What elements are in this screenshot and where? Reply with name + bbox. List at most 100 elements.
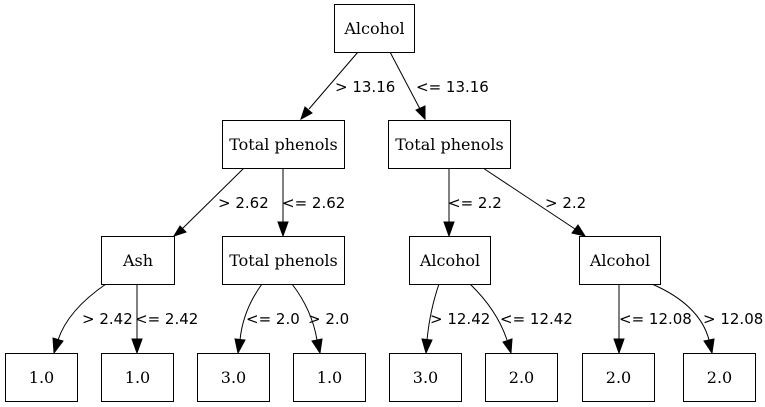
node-box — [388, 120, 511, 169]
node-label: 2.0 — [606, 368, 631, 387]
edge-condition-label: > 13.16 — [335, 78, 395, 96]
node-box — [579, 236, 661, 285]
node-box — [222, 120, 345, 169]
tree-edge: <= 12.42 — [469, 283, 573, 355]
node-box — [409, 236, 491, 285]
leaf-node: 1.0 — [101, 353, 174, 402]
tree-edge: > 2.0 — [291, 283, 349, 355]
node-box — [334, 4, 415, 53]
edge-condition-label: > 12.42 — [430, 310, 490, 328]
arrowhead-icon — [443, 221, 455, 238]
tree-edge: <= 12.08 — [613, 284, 692, 355]
node-label: 1.0 — [317, 368, 342, 387]
node-box — [101, 353, 174, 402]
edge-condition-label: <= 2.0 — [246, 310, 300, 328]
node-label: 2.0 — [509, 368, 534, 387]
edges-layer: > 13.16 <= 13.16 > 2.62 <= 2.62 <= 2.2 > 2.2 >… — [52, 51, 763, 355]
tree-edge: <= 2.0 — [234, 283, 300, 355]
leaf-node: 3.0 — [197, 353, 270, 402]
edge-condition-label: <= 2.62 — [282, 194, 345, 212]
node-label: 3.0 — [221, 368, 246, 387]
edge-condition-label: <= 2.2 — [448, 194, 502, 212]
edge-line — [469, 283, 508, 341]
tree-edge: <= 2.42 — [131, 284, 198, 355]
tree-edge: <= 2.62 — [277, 168, 345, 238]
node-box — [389, 353, 462, 402]
edge-line — [181, 167, 245, 230]
arrowhead-icon — [52, 337, 64, 355]
node-label: Alcohol — [419, 251, 480, 270]
split-node: Ash — [101, 236, 175, 285]
split-node: Alcohol — [334, 4, 415, 53]
node-label: Alcohol — [589, 251, 650, 270]
edge-line — [651, 283, 710, 341]
split-node: Alcohol — [409, 236, 491, 285]
node-box — [485, 353, 558, 402]
arrowhead-icon — [703, 338, 715, 355]
tree-edge: <= 13.16 — [389, 51, 489, 121]
edge-condition-label: > 2.0 — [308, 310, 349, 328]
edge-line — [57, 283, 107, 341]
edge-condition-label: > 2.2 — [545, 194, 586, 212]
edge-line — [482, 167, 576, 230]
node-box — [582, 353, 655, 402]
arrowhead-icon — [613, 338, 625, 355]
arrowhead-icon — [172, 225, 187, 237]
arrowhead-icon — [502, 338, 513, 355]
split-node: Total phenols — [222, 120, 345, 169]
edge-line — [291, 283, 318, 341]
edge-line — [389, 51, 421, 110]
arrowhead-icon — [311, 338, 323, 355]
tree-edge: > 2.42 — [52, 283, 133, 355]
leaf-node: 2.0 — [683, 353, 756, 402]
arrowhead-icon — [234, 338, 246, 355]
leaf-node: 1.0 — [293, 353, 366, 402]
tree-edge: <= 2.2 — [443, 168, 502, 238]
arrowhead-icon — [571, 224, 587, 237]
node-label: Total phenols — [229, 251, 338, 270]
node-box — [101, 236, 175, 285]
tree-edge: > 2.62 — [172, 167, 269, 237]
node-label: 3.0 — [413, 368, 438, 387]
split-node: Alcohol — [579, 236, 661, 285]
leaf-node: 3.0 — [389, 353, 462, 402]
leaf-node: 2.0 — [582, 353, 655, 402]
node-box — [5, 353, 78, 402]
arrowhead-icon — [131, 338, 143, 355]
tree-edge: > 12.08 — [651, 283, 763, 355]
node-label: 1.0 — [29, 368, 54, 387]
edge-condition-label: > 2.62 — [218, 194, 269, 212]
tree-edge: > 2.2 — [482, 167, 587, 237]
edge-condition-label: <= 12.42 — [500, 310, 573, 328]
leaf-node: 1.0 — [5, 353, 78, 402]
edge-condition-label: <= 12.08 — [619, 310, 692, 328]
edge-condition-label: <= 2.42 — [135, 310, 198, 328]
node-label: Total phenols — [395, 135, 504, 154]
edge-condition-label: > 2.42 — [82, 310, 133, 328]
tree-edge: > 12.42 — [421, 283, 490, 355]
node-label: 1.0 — [125, 368, 150, 387]
edge-condition-label: > 12.08 — [703, 310, 763, 328]
tree-edge: > 13.16 — [300, 51, 395, 121]
split-node: Total phenols — [222, 236, 345, 285]
arrowhead-icon — [415, 105, 426, 121]
nodes-layer: Alcohol Total phenols Total phenols Ash Tota… — [5, 4, 756, 402]
arrowhead-icon — [277, 221, 289, 238]
edge-line — [426, 283, 440, 341]
edge-line — [239, 283, 263, 341]
node-label: 2.0 — [707, 368, 732, 387]
edge-condition-label: <= 13.16 — [416, 78, 489, 96]
node-label: Alcohol — [343, 19, 404, 38]
node-box — [683, 353, 756, 402]
node-label: Ash — [122, 251, 153, 270]
node-box — [197, 353, 270, 402]
node-box — [293, 353, 366, 402]
split-node: Total phenols — [388, 120, 511, 169]
edge-line — [308, 51, 359, 110]
arrowhead-icon — [300, 106, 313, 121]
arrowhead-icon — [421, 338, 433, 355]
leaf-node: 2.0 — [485, 353, 558, 402]
node-box — [222, 236, 345, 285]
node-label: Total phenols — [229, 135, 338, 154]
